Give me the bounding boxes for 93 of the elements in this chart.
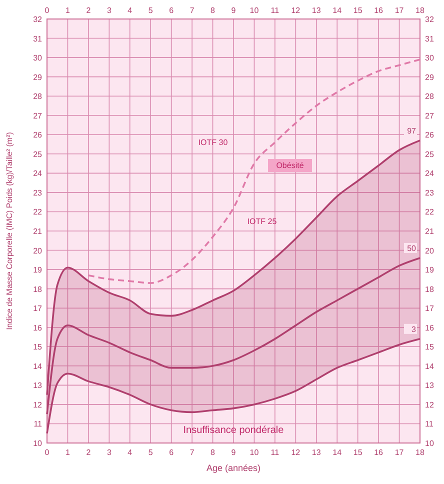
y-tick-label: 31 <box>33 34 43 44</box>
y-tick-label: 13 <box>33 381 43 390</box>
y-tick-label: 19 <box>33 266 43 275</box>
y2-tick-label: 21 <box>425 227 434 236</box>
x-tick-label: 10 <box>250 6 260 15</box>
x2-tick-label: 4 <box>128 448 133 457</box>
x2-tick-label: 12 <box>291 448 301 457</box>
y2-tick-label: 29 <box>425 72 434 82</box>
x-tick-label: 13 <box>312 6 322 15</box>
x2-tick-label: 16 <box>374 448 384 457</box>
y-tick-label: 18 <box>33 284 43 294</box>
y2-tick-label: 24 <box>425 169 434 178</box>
y-tick-label: 16 <box>33 323 43 332</box>
y2-tick-label: 10 <box>425 439 434 448</box>
x2-tick-label: 7 <box>190 448 195 457</box>
x2-tick-label: 11 <box>270 448 280 457</box>
x-tick-label: 7 <box>190 6 195 15</box>
y2-tick-label: 14 <box>425 362 434 371</box>
x2-tick-label: 14 <box>332 448 342 457</box>
y-tick-label: 12 <box>33 400 43 410</box>
y2-tick-label: 11 <box>425 420 434 429</box>
y2-tick-label: 30 <box>425 54 434 63</box>
annotation: IOTF 30 <box>198 138 228 147</box>
y-tick-label: 22 <box>33 208 43 217</box>
y-tick-label: 20 <box>33 246 43 256</box>
x-tick-label: 11 <box>270 6 280 15</box>
series-label: 50 <box>407 244 417 253</box>
series-label: 97 <box>407 126 417 136</box>
y2-tick-label: 13 <box>425 381 434 390</box>
x2-tick-label: 5 <box>148 448 154 457</box>
y2-tick-label: 25 <box>425 150 434 159</box>
x-tick-label: 9 <box>231 6 236 15</box>
x-tick-label: 5 <box>148 6 154 15</box>
y2-tick-label: 19 <box>425 266 434 275</box>
y-tick-label: 23 <box>33 188 43 198</box>
x2-tick-label: 2 <box>86 448 92 457</box>
x-tick-label: 16 <box>374 6 384 15</box>
x2-tick-label: 15 <box>353 448 363 457</box>
x2-tick-label: 8 <box>210 448 216 457</box>
x2-tick-label: 17 <box>394 448 404 457</box>
x-tick-label: 2 <box>86 6 92 15</box>
y-tick-label: 21 <box>33 227 43 236</box>
y2-tick-label: 15 <box>425 342 434 352</box>
y-tick-label: 11 <box>34 420 43 429</box>
x-tick-label: 8 <box>210 6 216 15</box>
y2-tick-label: 32 <box>425 15 434 24</box>
y-tick-label: 29 <box>33 72 43 82</box>
x2-tick-label: 1 <box>65 448 70 457</box>
y2-tick-label: 16 <box>425 323 434 332</box>
y-tick-label: 25 <box>33 150 43 159</box>
y2-tick-label: 18 <box>425 284 434 294</box>
y2-tick-label: 22 <box>425 208 434 217</box>
y2-tick-label: 28 <box>425 92 434 102</box>
y2-tick-label: 27 <box>425 111 434 120</box>
y-tick-label: 24 <box>33 169 43 178</box>
y-tick-label: 27 <box>33 111 43 120</box>
x2-tick-label: 18 <box>416 448 425 457</box>
y-tick-label: 10 <box>33 439 43 448</box>
y-tick-label: 17 <box>33 304 43 314</box>
x-tick-label: 4 <box>128 6 133 15</box>
y-tick-label: 32 <box>33 15 43 24</box>
x-tick-label: 1 <box>65 6 70 15</box>
x-tick-label: 6 <box>169 6 174 15</box>
x-tick-label: 15 <box>353 6 363 15</box>
y-tick-label: 28 <box>33 92 43 102</box>
annotation: Obésité <box>276 161 304 170</box>
y-tick-label: 15 <box>33 342 43 352</box>
y2-tick-label: 31 <box>425 34 434 44</box>
x2-tick-label: 10 <box>250 448 260 457</box>
x2-tick-label: 3 <box>106 448 112 457</box>
annotation: IOTF 25 <box>247 217 278 226</box>
y2-tick-label: 12 <box>425 400 434 410</box>
x-tick-label: 0 <box>44 6 50 15</box>
x-tick-label: 3 <box>106 6 112 15</box>
y-tick-label: 26 <box>33 130 43 140</box>
y2-tick-label: 20 <box>425 246 434 256</box>
series-label: 3 <box>412 324 417 334</box>
x-axis-title: Age (années) <box>206 463 261 473</box>
y2-tick-label: 26 <box>425 130 434 140</box>
y-axis-title: Indice de Masse Corporelle (IMC) Poids (kg)/Taille² (m²) <box>5 132 14 330</box>
x-tick-label: 18 <box>416 6 425 15</box>
x2-tick-label: 0 <box>44 448 50 457</box>
x-tick-label: 14 <box>332 6 342 15</box>
x-tick-label: 12 <box>291 6 301 15</box>
annotation: Insuffisance pondérale <box>183 425 284 436</box>
y-tick-label: 14 <box>33 362 43 371</box>
y2-tick-label: 23 <box>425 188 434 198</box>
x-tick-label: 17 <box>394 6 404 15</box>
x2-tick-label: 9 <box>231 448 236 457</box>
y-tick-label: 30 <box>33 54 43 63</box>
x2-tick-label: 13 <box>312 448 322 457</box>
y2-tick-label: 17 <box>425 304 434 314</box>
x2-tick-label: 6 <box>169 448 174 457</box>
